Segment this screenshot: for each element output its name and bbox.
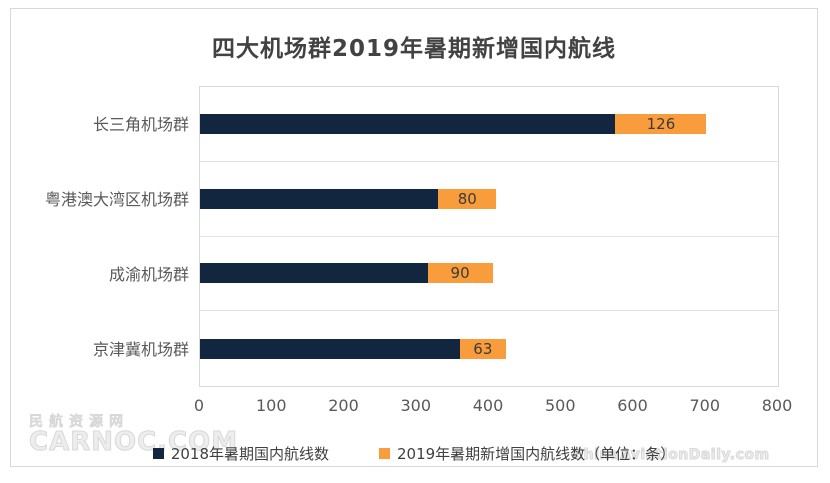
category-axis: 长三角机场群粤港澳大湾区机场群成渝机场群京津冀机场群 <box>11 86 196 385</box>
legend-swatch <box>379 448 390 459</box>
legend-label: 2018年暑期国内航线数 <box>170 445 329 463</box>
plot-area: 126 80 90 63 <box>199 86 779 387</box>
category-label: 京津冀机场群 <box>92 339 189 359</box>
bar-value-label: 126 <box>646 114 676 133</box>
bar-row: 90 <box>200 237 778 312</box>
bar-segment-2018 <box>200 263 428 284</box>
x-tick-label: 500 <box>544 396 576 415</box>
category-label: 粤港澳大湾区机场群 <box>44 190 189 210</box>
bar-row: 126 <box>200 87 778 162</box>
bar-segment-2018 <box>200 338 461 359</box>
x-tick-label: 600 <box>617 396 648 415</box>
x-tick-label: 0 <box>193 396 205 415</box>
bar-segment-2018 <box>200 113 616 134</box>
legend-item: 2019年暑期新增国内航线数（单位：条） <box>379 443 675 464</box>
legend-swatch <box>152 448 164 459</box>
bar-row: 80 <box>200 162 778 237</box>
legend-label: 2019年暑期新增国内航线数（单位：条） <box>397 445 676 463</box>
bar-value-label: 90 <box>450 264 470 283</box>
bar-segment-2018 <box>200 188 439 209</box>
stacked-bar: 80 <box>200 188 778 209</box>
x-axis-ticks: 0 100 200 300 400 500 600 700 800 <box>194 396 792 416</box>
watermark-carnoc-chinese: 民航资源网 <box>28 414 129 430</box>
bar-segment-2019: 126 <box>615 113 707 134</box>
x-tick-label: 700 <box>689 396 721 415</box>
bar-value-label: 63 <box>473 339 493 358</box>
legend: 2018年暑期国内航线数 2019年暑期新增国内航线数（单位：条） <box>11 443 817 464</box>
stacked-bar: 90 <box>200 263 778 284</box>
x-tick-label: 200 <box>328 396 359 415</box>
legend-item: 2018年暑期国内航线数 <box>152 443 329 464</box>
x-tick-label: 400 <box>472 396 504 415</box>
bar-value-label: 80 <box>457 189 477 208</box>
bar-row: 63 <box>200 311 778 386</box>
chart-title: 四大机场群2019年暑期新增国内航线 <box>211 36 616 62</box>
category-label: 长三角机场群 <box>92 115 189 135</box>
x-tick-label: 100 <box>255 396 287 415</box>
category-label: 成渝机场群 <box>108 264 189 284</box>
chart-frame: 四大机场群2019年暑期新增国内航线 长三角机场群粤港澳大湾区机场群成渝机场群京… <box>10 8 818 467</box>
x-tick-label: 300 <box>400 396 432 415</box>
stacked-bar: 63 <box>200 338 778 359</box>
x-tick-label: 800 <box>761 396 793 415</box>
bar-segment-2019: 80 <box>438 188 497 209</box>
bar-segment-2019: 63 <box>460 338 506 359</box>
bar-segment-2019: 90 <box>427 263 493 284</box>
stacked-bar: 126 <box>200 113 778 134</box>
